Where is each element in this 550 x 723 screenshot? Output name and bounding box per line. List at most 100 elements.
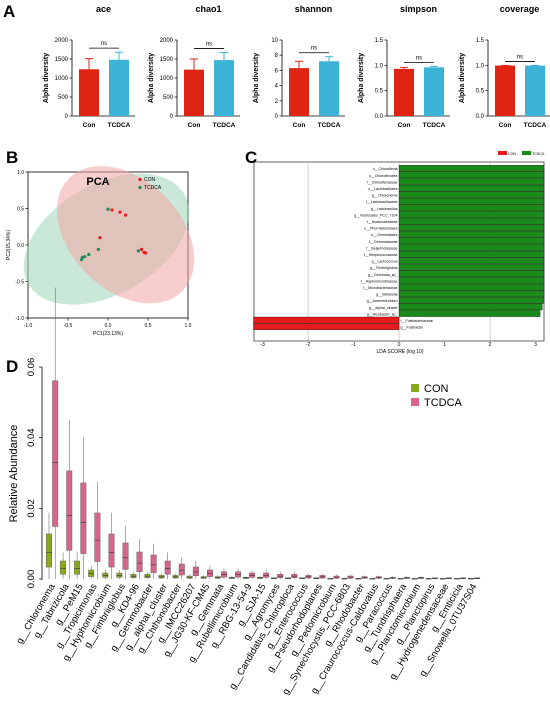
bar-con [495,65,515,116]
lda-bar-label: g__Alcobacter_sp_ [367,312,399,316]
lda-bar-tcdca [398,178,545,185]
y-tick-label: 0 [275,114,279,120]
lda-bar-label: g__alphaI_cluster [369,306,398,310]
pca-title: PCA [86,176,109,188]
significance-label: ns [206,42,212,48]
x-tick-label: 3 [534,342,537,348]
y-tick-label: 2000 [55,38,69,44]
y-tick-label: 500 [58,95,69,101]
y-tick-label: 0 [170,114,174,120]
x-tick-label: 0.5 [145,323,152,329]
legend-label: TCDCA [532,152,545,156]
significance-label: ns [416,55,422,61]
lda-bar-tcdca [398,290,545,297]
significance-label: ns [101,41,107,47]
y-tick-label: 0.0 [375,114,384,120]
lda-bar-tcdca [398,264,545,271]
lda-bar-tcdca [398,165,545,172]
lda-bar-tcdca [398,310,541,317]
x-tick-label: Con [83,122,96,129]
panel-b-pca: PCA CON TCDCA -1.0 -0.5 0.0 0.5 1.0 -1.0 -0.5 0.0 0… [6,166,195,337]
lda-bar-tcdca [398,277,545,284]
y-tick-label: 10 [271,38,278,44]
lda-bar-label: g__Weissella [376,293,397,297]
y-tick-label: 0.04 [26,428,37,447]
alpha-chart-ace: ace Alpha diversity 0 500 1000 1500 2000 Con TCD… [43,4,135,129]
box-tcdca [80,482,87,554]
point-tcdca [136,249,140,253]
point-con [110,208,114,212]
y-tick-label: 0.0 [17,243,24,249]
legend-label: CON [424,383,449,395]
alpha-chart-coverage: coverage Alpha diversity 0.0 0.5 1.0 1.5 Con TC… [459,4,550,129]
bar-tcdca [319,61,339,116]
y-tick-label: 0.5 [476,89,485,95]
y-tick-label: 1.0 [476,63,485,69]
y-tick-label: 6 [275,68,279,74]
lda-bar-label: f__Nostocaleaceae [367,220,398,224]
lda-bar-tcdca [398,250,545,258]
x-tick-label: 0 [398,342,401,348]
box-tcdca [221,571,227,578]
lda-bar-label: f__Streptococcaceae [364,253,398,257]
lda-bar-label: o__Chloroflexales [369,174,398,178]
significance-label: ns [517,54,523,60]
x-tick-label: -1 [351,342,356,348]
x-tick-label: 1.0 [185,323,192,329]
y-tick-label: 1.0 [17,170,24,176]
y-tick-label: 0.06 [26,358,37,377]
panel-label-d: D [6,357,18,376]
lda-bar-label: c__Chloroflexia [373,167,398,171]
alpha-y-axis-label: Alpha diversity [148,53,155,103]
y-tick-label: 1500 [160,57,174,63]
x-tick-label: TCDCA [423,122,446,129]
bar-tcdca [525,65,545,116]
lda-bar-tcdca [398,244,545,251]
legend-label: TCDCA [424,397,463,409]
lda-bar-label: g__Fimbriiglobus [370,266,398,270]
lda-bar-tcdca [398,283,545,291]
box-tcdca [136,551,143,573]
lda-bar-tcdca [398,204,545,212]
y-tick-label: 0.0 [476,114,485,120]
lda-bar-label: f__Hyphomicrobiaceae [361,279,398,283]
lda-bar-tcdca [398,270,545,278]
x-tick-label: Con [398,122,411,129]
box-tcdca [94,512,101,562]
lda-bar-tcdca [398,211,545,218]
box-tcdca [66,470,73,551]
con-confidence-ellipse [56,166,195,304]
x-tick-label: -1.0 [24,323,33,329]
y-tick-label: 0.02 [26,499,37,518]
lda-bar-label: f__Gemmataceae [369,240,398,244]
x-tick-label: -0.5 [64,323,73,329]
legend-marker-tcdca [138,185,142,190]
lda-bar-label: f__Microbacteriaceae [363,286,397,290]
y-tick-label: 8 [275,53,279,59]
box-tcdca [206,569,213,577]
alpha-chart-title: coverage [500,4,540,14]
lda-bar-label: o__Phormidesmiales [364,227,398,231]
box-con [60,560,67,575]
legend-label: CON [144,177,156,183]
point-con [118,210,122,214]
y-tick-label: 0.00 [26,570,37,589]
lda-bar-label: f__Beijerinckiaceae [366,246,397,250]
x-tick-label: Con [188,122,201,129]
legend-swatch-con [498,151,507,155]
panel-label-b: B [6,148,18,167]
bar-tcdca [109,59,129,116]
x-tick-label: TCDCA [524,122,547,129]
box-con [74,560,81,575]
lda-bar-con [253,316,400,324]
lda-bar-tcdca [398,191,545,198]
x-tick-label: Con [499,122,512,129]
significance-label: ns [311,46,317,52]
lda-bar-tcdca [398,217,545,225]
lda-bar-tcdca [398,224,545,231]
alpha-chart-title: ace [96,4,111,14]
alpha-y-axis-label: Alpha diversity [358,53,365,103]
y-axis-label: PC2(15.34%) [6,230,12,260]
